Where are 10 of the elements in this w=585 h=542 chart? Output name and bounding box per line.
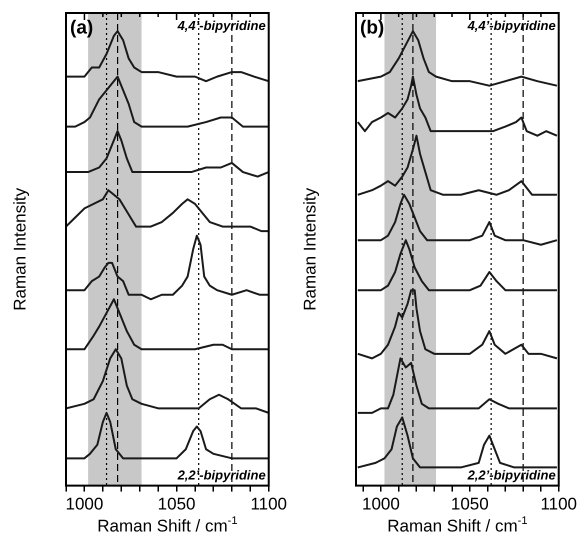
annotation: (a) [70,18,94,39]
y-axis-title: Raman Intensity [10,187,30,311]
x-tick-label: 1000 [362,494,400,514]
y-axis-title: Raman Intensity [300,187,320,311]
x-tick-label: 1100 [250,494,288,514]
x-tick-label: 1100 [540,494,578,514]
x-tick-label: 1050 [158,494,196,514]
x-tick-label: 1050 [450,494,489,514]
annotation: (b) [360,18,384,39]
x-tick-label: 1000 [66,494,104,514]
